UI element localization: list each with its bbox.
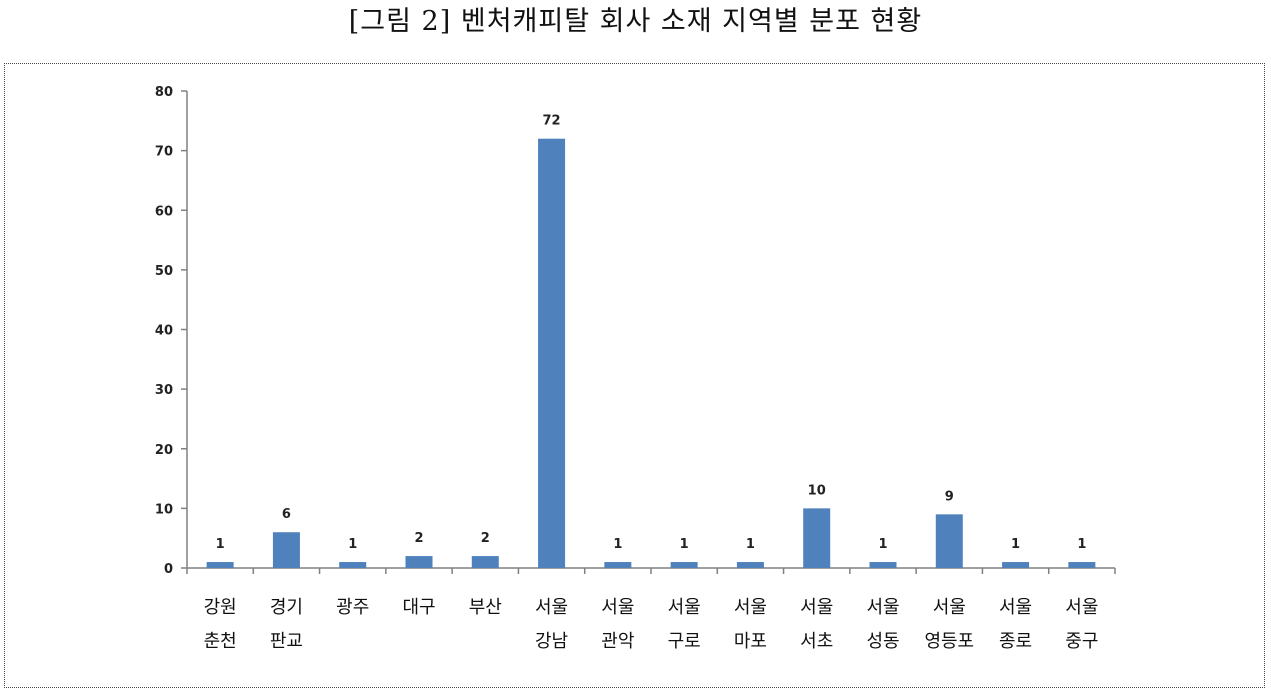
bar <box>869 562 897 568</box>
bar <box>206 562 234 568</box>
bar-value-label: 2 <box>481 531 490 546</box>
bar <box>736 562 764 568</box>
bar-value-label: 1 <box>746 537 755 552</box>
y-tick-label: 70 <box>155 145 173 160</box>
y-tick-label: 20 <box>155 443 173 458</box>
category-label: 서울 <box>866 597 899 618</box>
category-label: 판교 <box>270 631 303 652</box>
bar-value-label: 10 <box>808 483 826 498</box>
y-tick-label: 30 <box>155 383 173 398</box>
category-label: 마포 <box>734 631 767 652</box>
y-tick-label: 60 <box>155 204 173 219</box>
y-tick-label: 50 <box>155 264 173 279</box>
bar-value-label: 2 <box>414 531 423 546</box>
bar-value-label: 1 <box>613 537 622 552</box>
bar <box>405 556 433 568</box>
category-label: 서울 <box>601 597 634 618</box>
bar-value-label: 1 <box>1011 537 1020 552</box>
figure-title: [그림 2] 벤처캐피탈 회사 소재 지역별 분포 현황 <box>348 6 923 37</box>
bar-value-label: 72 <box>543 114 561 129</box>
y-axis-ticks: 0 10 20 30 40 50 60 70 80 <box>155 85 187 577</box>
chart-frame <box>4 63 1265 688</box>
bar <box>339 562 367 568</box>
bar <box>803 508 831 568</box>
category-label: 춘천 <box>204 631 237 652</box>
bar <box>1002 562 1030 568</box>
category-label: 서울 <box>800 597 833 618</box>
y-tick-label: 40 <box>155 324 173 339</box>
category-label: 강남 <box>535 631 568 652</box>
category-label: 서울 <box>1065 597 1098 618</box>
category-label: 서울 <box>535 597 568 618</box>
bar <box>272 532 300 568</box>
y-tick-label: 0 <box>164 562 173 577</box>
category-label: 서초 <box>800 631 833 652</box>
category-label: 관악 <box>601 631 634 652</box>
bar <box>1068 562 1096 568</box>
category-label: 서울 <box>668 597 701 618</box>
bar <box>538 138 566 568</box>
category-label: 서울 <box>999 597 1032 618</box>
bar <box>935 514 963 568</box>
category-label: 중구 <box>1065 631 1098 652</box>
bar-value-label: 1 <box>680 537 689 552</box>
category-label: 대구 <box>402 597 435 618</box>
bar-value-label: 1 <box>1077 537 1086 552</box>
bar-value-label: 9 <box>945 489 954 504</box>
category-label: 광주 <box>336 597 369 618</box>
category-label: 강원 <box>204 597 237 618</box>
bar-value-label: 1 <box>216 537 225 552</box>
bar <box>670 562 698 568</box>
x-axis-ticks <box>186 568 1116 574</box>
bars <box>206 138 1096 568</box>
category-label: 부산 <box>469 597 502 618</box>
bar-value-label: 1 <box>348 537 357 552</box>
category-label: 경기 <box>270 597 303 618</box>
bar-value-label: 6 <box>282 507 291 522</box>
category-label: 구로 <box>668 631 701 652</box>
category-label: 서울 <box>734 597 767 618</box>
category-label: 서울 <box>933 597 966 618</box>
category-label: 성동 <box>866 631 899 652</box>
y-tick-label: 80 <box>155 85 173 100</box>
y-tick-label: 10 <box>155 502 173 517</box>
bar <box>471 556 499 568</box>
bar <box>604 562 632 568</box>
category-label: 종로 <box>999 631 1032 652</box>
category-label: 영등포 <box>924 631 974 652</box>
bar-value-label: 1 <box>878 537 887 552</box>
